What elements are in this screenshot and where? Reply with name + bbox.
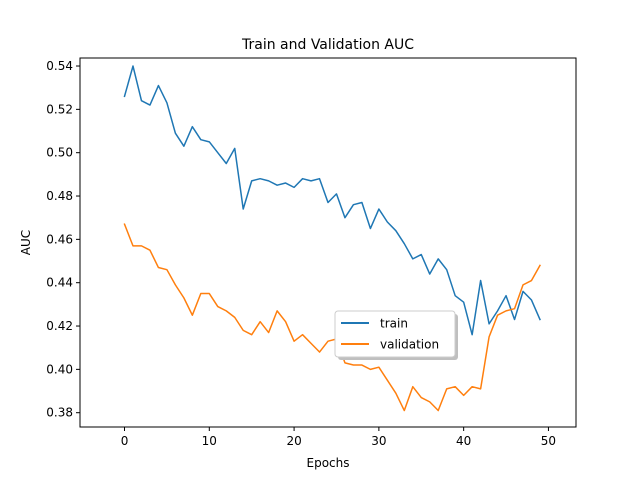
y-tick-label: 0.46	[46, 232, 73, 246]
x-tick-label: 10	[202, 434, 217, 448]
chart-title: Train and Validation AUC	[241, 37, 414, 53]
legend-label-train: train	[380, 317, 408, 331]
legend-label-validation: validation	[380, 338, 439, 352]
y-axis: 0.38 0.40 0.42 0.44 0.46 0.48 0.50 0.52 0.54	[46, 59, 80, 420]
x-tick-label: 50	[541, 434, 556, 448]
y-tick-label: 0.42	[46, 319, 73, 333]
y-tick-label: 0.48	[46, 189, 73, 203]
plot-frame	[79, 57, 577, 428]
y-tick-label: 0.40	[46, 362, 73, 376]
y-tick-label: 0.44	[46, 276, 73, 290]
y-tick-label: 0.54	[46, 59, 73, 73]
series-layer	[123, 65, 541, 412]
x-tick-label: 30	[371, 434, 386, 448]
x-axis-label: Epochs	[307, 456, 350, 470]
x-tick-label: 0	[121, 434, 129, 448]
series-line-validation	[123, 223, 541, 412]
plot-area	[80, 58, 576, 427]
x-tick-label: 20	[286, 434, 301, 448]
y-tick-label: 0.38	[46, 406, 73, 420]
y-axis-label: AUC	[19, 230, 33, 255]
x-tick-label: 40	[456, 434, 471, 448]
x-axis: 0 10 20 30 40 50	[121, 427, 556, 448]
y-tick-label: 0.50	[46, 146, 73, 160]
legend: train validation	[334, 310, 458, 360]
y-tick-label: 0.52	[46, 102, 73, 116]
series-line-train	[123, 65, 541, 336]
